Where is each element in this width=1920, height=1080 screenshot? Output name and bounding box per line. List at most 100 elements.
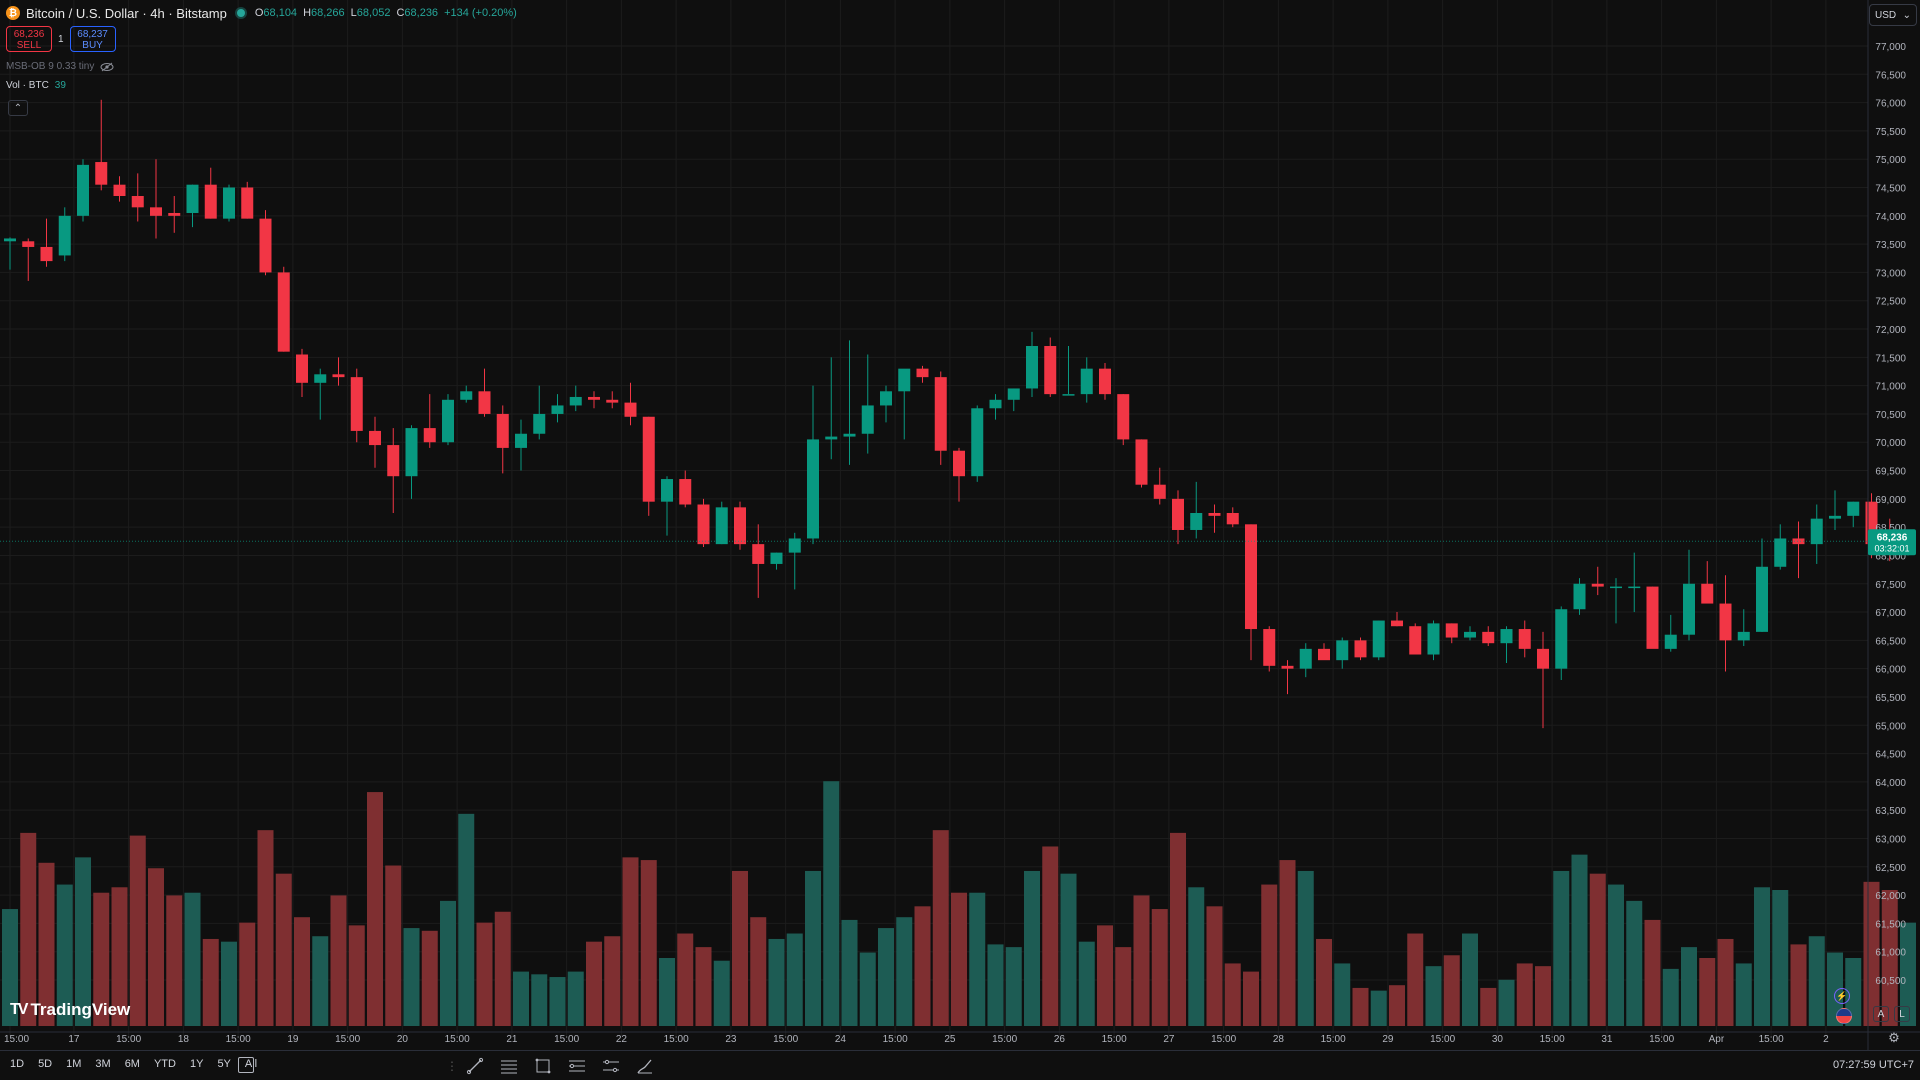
rectangle-icon[interactable] [532,1056,554,1076]
horizontal-lines-icon[interactable] [498,1056,520,1076]
brush-icon[interactable] [634,1056,656,1076]
price-tick-label: 65,000 [1875,721,1906,732]
candle-body [1701,583,1714,604]
candle-body [478,391,491,414]
parallel-channel-icon[interactable] [600,1056,622,1076]
price-tick-label: 66,500 [1875,636,1906,647]
price-tick-label: 61,000 [1875,948,1906,959]
candle [715,501,728,545]
collapse-legend-button[interactable]: ⌃ [8,100,28,116]
volume-bar [513,971,529,1026]
range-6m[interactable]: 6M [124,1058,140,1070]
candle-body [186,184,199,213]
buy-button[interactable]: 68,237 BUY [69,26,116,52]
candle-body [1829,515,1841,519]
candle-body [95,162,108,185]
range-3m[interactable]: 3M [95,1058,111,1070]
candle-body [1482,631,1495,644]
time-tick-label: 23 [725,1034,737,1045]
volume-bar [294,917,310,1026]
volume-bar [129,835,146,1026]
axis-settings-gear-icon[interactable]: ⚙ [1888,1030,1900,1045]
candle [1829,490,1841,530]
candle-body [369,430,381,446]
candle-body [1080,368,1093,395]
candle [1153,467,1166,505]
volume-bar [567,971,584,1026]
volume-bar [878,928,894,1026]
candle-body [1683,583,1695,635]
candle [1099,362,1111,400]
candle [150,159,162,239]
spread-value: 1 [58,33,64,45]
volume-bar [1827,952,1843,1026]
candle [1628,552,1641,613]
axes: 60,500 61,000 61,500 62,000 62,500 63,000 63,5… [0,0,1920,1050]
volume-bar [1516,963,1533,1026]
log-scale-button[interactable]: L [1894,1006,1910,1022]
volume-bar [330,895,347,1026]
candle [880,385,892,423]
range-5d[interactable]: 5D [38,1058,53,1070]
clock-timezone[interactable]: 07:27:59 UTC+7 [1832,1059,1914,1071]
volume-bar [421,930,438,1026]
range-all[interactable]: All [244,1058,258,1070]
trend-line-icon[interactable] [464,1056,486,1076]
range-ytd[interactable]: YTD [153,1058,176,1070]
goto-date-calendar-icon[interactable] [238,1057,254,1073]
candle-body [624,402,637,417]
symbol-title[interactable]: Bitcoin / U.S. Dollar · 4h · Bitstamp [26,5,227,21]
volume-bar [695,947,712,1026]
candle [1190,481,1203,539]
candle [788,532,801,590]
drag-handle-icon[interactable]: ⋮ [446,1059,458,1073]
volume-bar [1188,887,1205,1026]
candle [533,385,546,440]
fib-retracement-icon[interactable] [566,1056,588,1076]
ohlc-change: +134 (+0.20%) [444,7,517,19]
time-tick-label: 15:00 [1211,1034,1236,1045]
volume-bar [932,830,949,1026]
currency-select[interactable]: USD ⌄ [1869,4,1917,26]
candle-body [1847,501,1860,516]
candle-body [1226,513,1239,525]
indicator-msb-ob[interactable]: MSB-OB 9 0.33 tiny [6,61,114,72]
candle-body [1664,634,1677,649]
volume-bar [1370,990,1387,1026]
tradingview-logo: TV TradingView [10,1000,130,1020]
us-flag-icon[interactable] [1836,1008,1852,1024]
time-tick-label: 15:00 [883,1034,908,1045]
candle [77,159,89,222]
time-tick-label: 15:00 [1102,1034,1127,1045]
range-1m[interactable]: 1M [66,1058,82,1070]
range-1d[interactable]: 1D [10,1058,25,1070]
auto-scale-button[interactable]: A [1873,1006,1889,1022]
eye-hidden-icon[interactable] [100,62,114,72]
ohlc-close: C68,236 [396,7,439,19]
volume-bar [1097,925,1113,1026]
candle-body [1208,513,1221,516]
sell-button[interactable]: 68,236 SELL [6,26,52,52]
volume-bar [38,862,55,1026]
candle-body [131,196,144,208]
flash-icon[interactable]: ⚡ [1834,988,1850,1004]
price-tick-label: 61,500 [1875,919,1906,930]
time-tick-label: 25 [944,1034,956,1045]
indicator-volume[interactable]: Vol · BTC 39 [6,80,66,91]
volume-bar [1626,900,1643,1026]
range-5y[interactable]: 5Y [217,1058,231,1070]
volume-bar [732,870,748,1026]
candle-body [1719,603,1732,641]
candle [1664,614,1677,652]
candle [679,470,692,508]
volume-bar [1498,979,1515,1026]
candle-body [77,164,89,216]
candle-body [40,246,53,262]
volume-bar [1078,941,1095,1026]
range-1y[interactable]: 1Y [189,1058,204,1070]
time-tick-label: 15:00 [116,1034,141,1045]
candle-body [752,544,765,564]
time-tick-label: 15:00 [1649,1034,1674,1045]
time-tick-label: 26 [1054,1034,1066,1045]
